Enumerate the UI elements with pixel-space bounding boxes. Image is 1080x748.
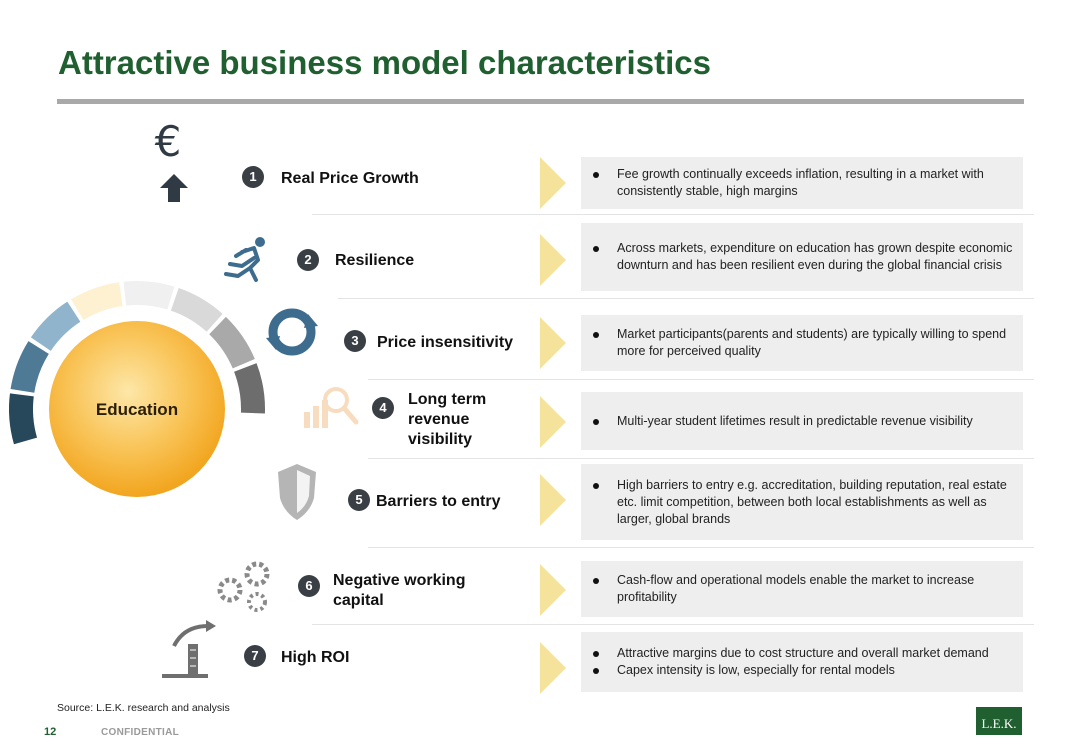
label-line: revenue (408, 411, 470, 428)
row-label-real-price-growth: Real Price Growth (281, 170, 419, 187)
step-badge-6: 6 (298, 575, 320, 597)
step-badge-5: 5 (348, 489, 370, 511)
bullet-text: Across markets, expenditure on education… (593, 241, 1013, 272)
row-label-long-term-revenue-visibility: Long term revenue visibility (408, 390, 486, 450)
row-divider (312, 624, 1034, 625)
label-line: capital (333, 592, 384, 609)
source-note: Source: L.E.K. research and analysis (57, 702, 230, 714)
confidential-label: CONFIDENTIAL (101, 727, 180, 738)
roi-arrow-icon (162, 620, 216, 678)
label-line: Negative working (333, 572, 466, 589)
ring-segment (71, 282, 123, 320)
chevron-arrow-icon (540, 396, 566, 448)
lek-logo: L.E.K. (976, 707, 1022, 735)
ring-segment (170, 287, 223, 332)
ring-segment (10, 341, 49, 393)
step-badge-4: 4 (372, 397, 394, 419)
chevron-arrow-icon (540, 474, 566, 526)
bullet-text: Fee growth continually exceeds inflation… (593, 166, 1013, 200)
wheel-ring-segments (8, 281, 265, 445)
shield-icon (278, 464, 316, 520)
row-divider (368, 379, 1034, 380)
bullet-text: Market participants(parents and students… (593, 326, 1013, 360)
euro-up-icon: € (155, 120, 188, 202)
center-label: Education (96, 400, 178, 419)
description-box-3: Market participants(parents and students… (581, 315, 1023, 371)
label-line: visibility (408, 431, 473, 448)
gears-icon (217, 561, 270, 612)
title-divider (57, 99, 1024, 104)
ring-segment (8, 393, 38, 445)
row-divider (368, 458, 1034, 459)
cycle-icon (266, 308, 318, 356)
row-label-resilience: Resilience (335, 252, 415, 269)
description-box-4: Multi-year student lifetimes result in p… (581, 392, 1023, 450)
bullet-text: High barriers to entry e.g. accreditatio… (593, 477, 1013, 528)
chevron-arrow-icon (540, 642, 566, 694)
page-number: 12 (44, 726, 57, 738)
label-line: Long term (408, 391, 487, 408)
svg-text:€: € (155, 120, 182, 166)
step-badge-3: 3 (344, 330, 366, 352)
description-box-1: Fee growth continually exceeds inflation… (581, 157, 1023, 209)
step-badge-2: 2 (297, 249, 319, 271)
page-title: Attractive business model characteristic… (58, 44, 711, 81)
step-badge-7: 7 (244, 645, 266, 667)
chevron-arrow-icon (540, 564, 566, 616)
runner-icon (224, 237, 265, 282)
chevron-arrow-icon (540, 157, 566, 209)
description-box-7: Attractive margins due to cost structure… (581, 632, 1023, 692)
bullet-text: Capex intensity is low, especially for r… (593, 662, 1013, 679)
bullet-text: Cash-flow and operational models enable … (593, 572, 1013, 606)
bullet-text: Multi-year student lifetimes result in p… (593, 413, 1013, 430)
row-label-barriers-to-entry: Barriers to entry (376, 493, 501, 510)
ring-segment (209, 316, 255, 369)
chevron-arrow-icon (540, 234, 566, 286)
description-box-6: Cash-flow and operational models enable … (581, 561, 1023, 617)
row-divider (312, 214, 1034, 215)
chevron-arrow-icon (540, 317, 566, 369)
description-box-2: Across markets, expenditure on education… (581, 223, 1023, 291)
row-divider (338, 298, 1034, 299)
education-wheel: Education (8, 281, 265, 497)
step-badge-1: 1 (242, 166, 264, 188)
ring-segment (30, 301, 81, 351)
description-box-5: High barriers to entry e.g. accreditatio… (581, 464, 1023, 540)
row-label-high-roi: High ROI (281, 649, 350, 666)
row-label-negative-working-capital: Negative working capital (333, 571, 465, 611)
bullet-text: Attractive margins due to cost structure… (593, 645, 1013, 662)
ring-segment (234, 363, 265, 414)
education-circle (49, 321, 225, 497)
row-label-price-insensitivity: Price insensitivity (377, 334, 514, 351)
magnifier-chart-icon (304, 387, 359, 428)
row-divider (368, 547, 1034, 548)
ring-segment (123, 281, 175, 310)
